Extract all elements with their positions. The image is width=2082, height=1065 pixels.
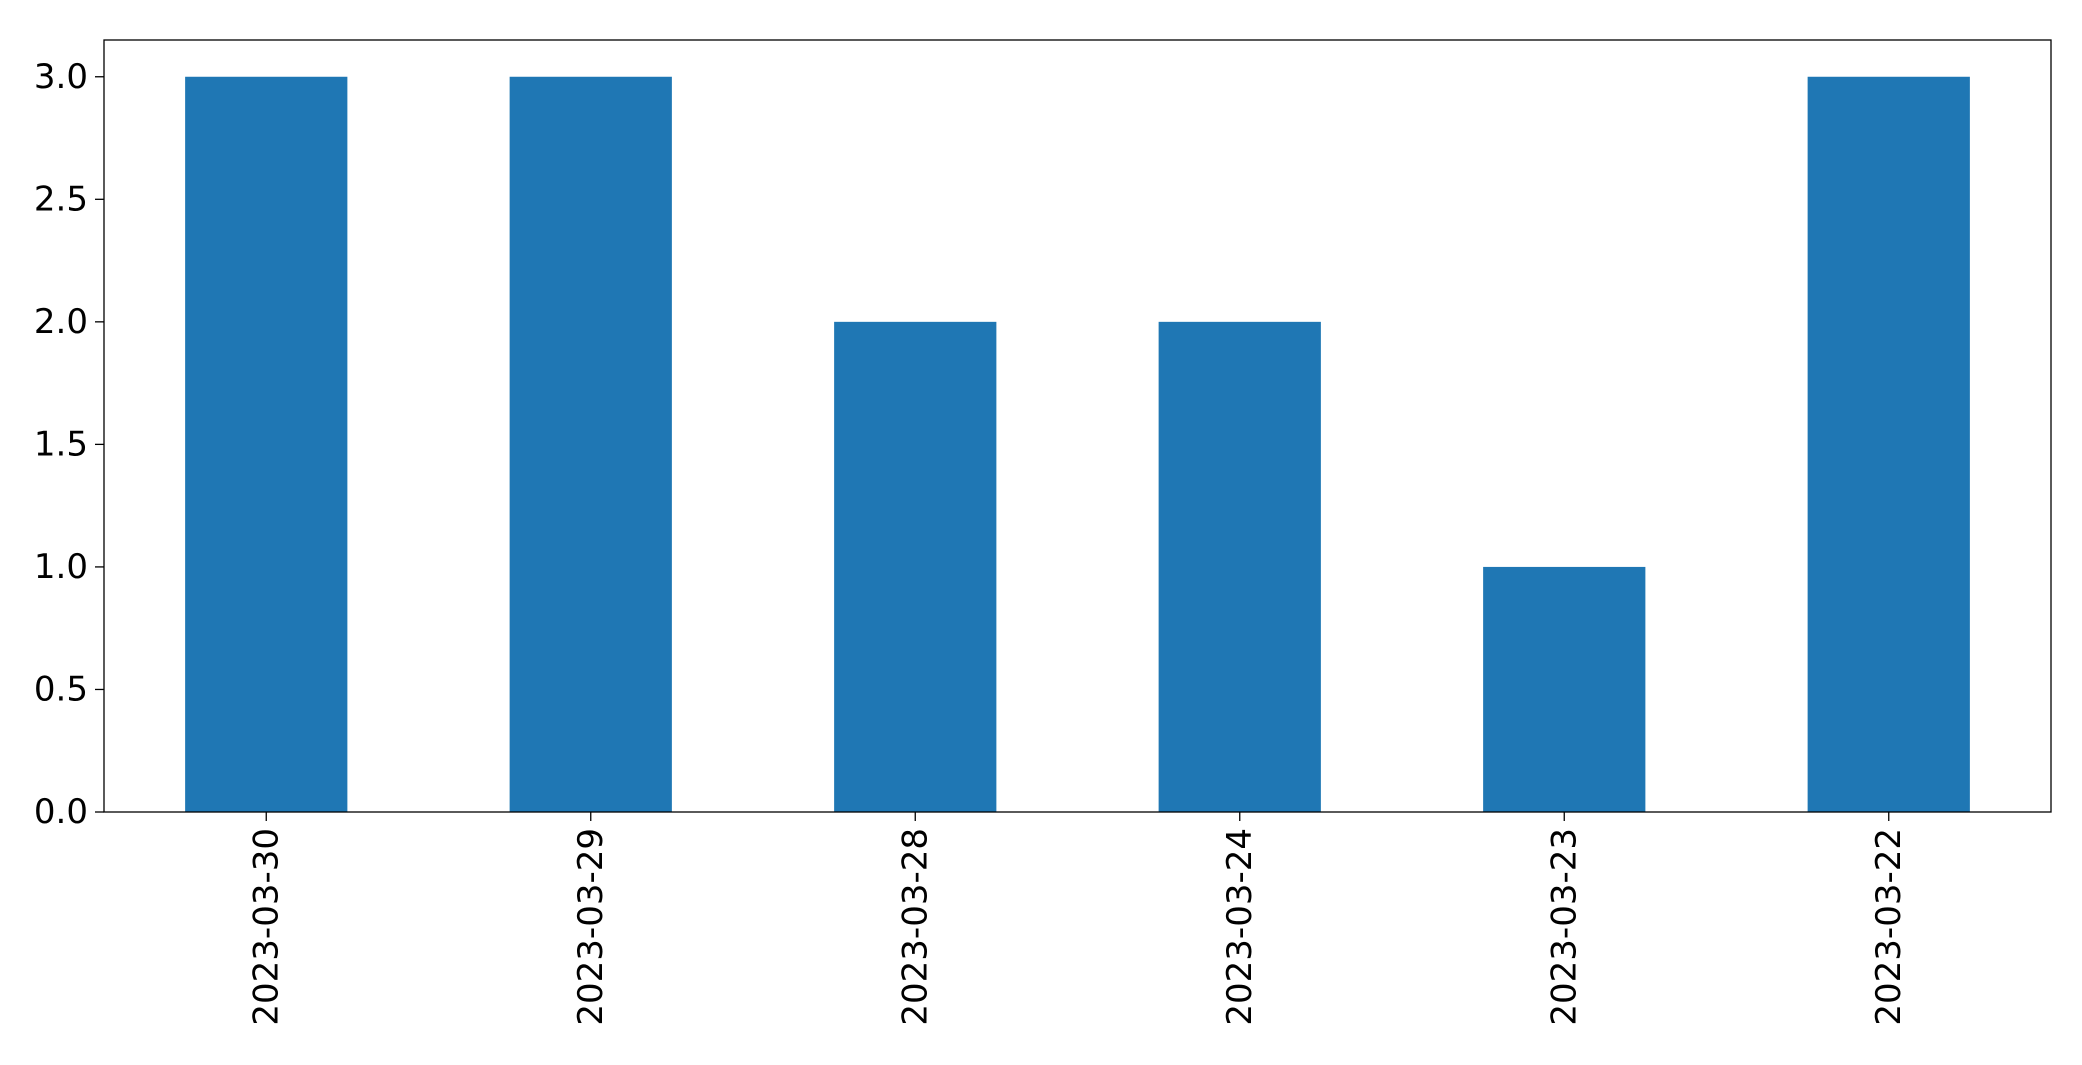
bar (185, 76, 348, 812)
bar (1158, 321, 1321, 812)
bars-group (185, 76, 1970, 812)
y-tick-label: 2.0 (34, 302, 88, 342)
y-tick-label: 2.5 (34, 179, 88, 219)
y-tick-label: 0.0 (34, 792, 88, 832)
bar (1807, 76, 1970, 812)
y-tick-label: 3.0 (34, 57, 88, 97)
x-axis-ticks: 2023-03-30 2023-03-29 2023-03-28 2023-03-24… (246, 812, 1909, 1026)
y-axis-ticks: 0.0 0.5 1.0 1.5 2.0 2.5 3.0 (34, 57, 104, 832)
y-tick-label: 0.5 (34, 669, 88, 709)
bar (1483, 566, 1646, 812)
x-tick-label: 2023-03-30 (246, 828, 286, 1026)
y-tick-label: 1.0 (34, 547, 88, 587)
bar (834, 321, 997, 812)
x-tick-label: 2023-03-28 (895, 828, 935, 1026)
y-tick-label: 1.5 (34, 424, 88, 464)
x-tick-label: 2023-03-23 (1544, 828, 1584, 1026)
x-tick-label: 2023-03-22 (1869, 828, 1909, 1026)
axes-group (103, 39, 2052, 813)
x-tick-label: 2023-03-29 (571, 828, 611, 1026)
bar (509, 76, 672, 812)
x-tick-label: 2023-03-24 (1220, 828, 1260, 1026)
plot-frame (103, 39, 2052, 813)
